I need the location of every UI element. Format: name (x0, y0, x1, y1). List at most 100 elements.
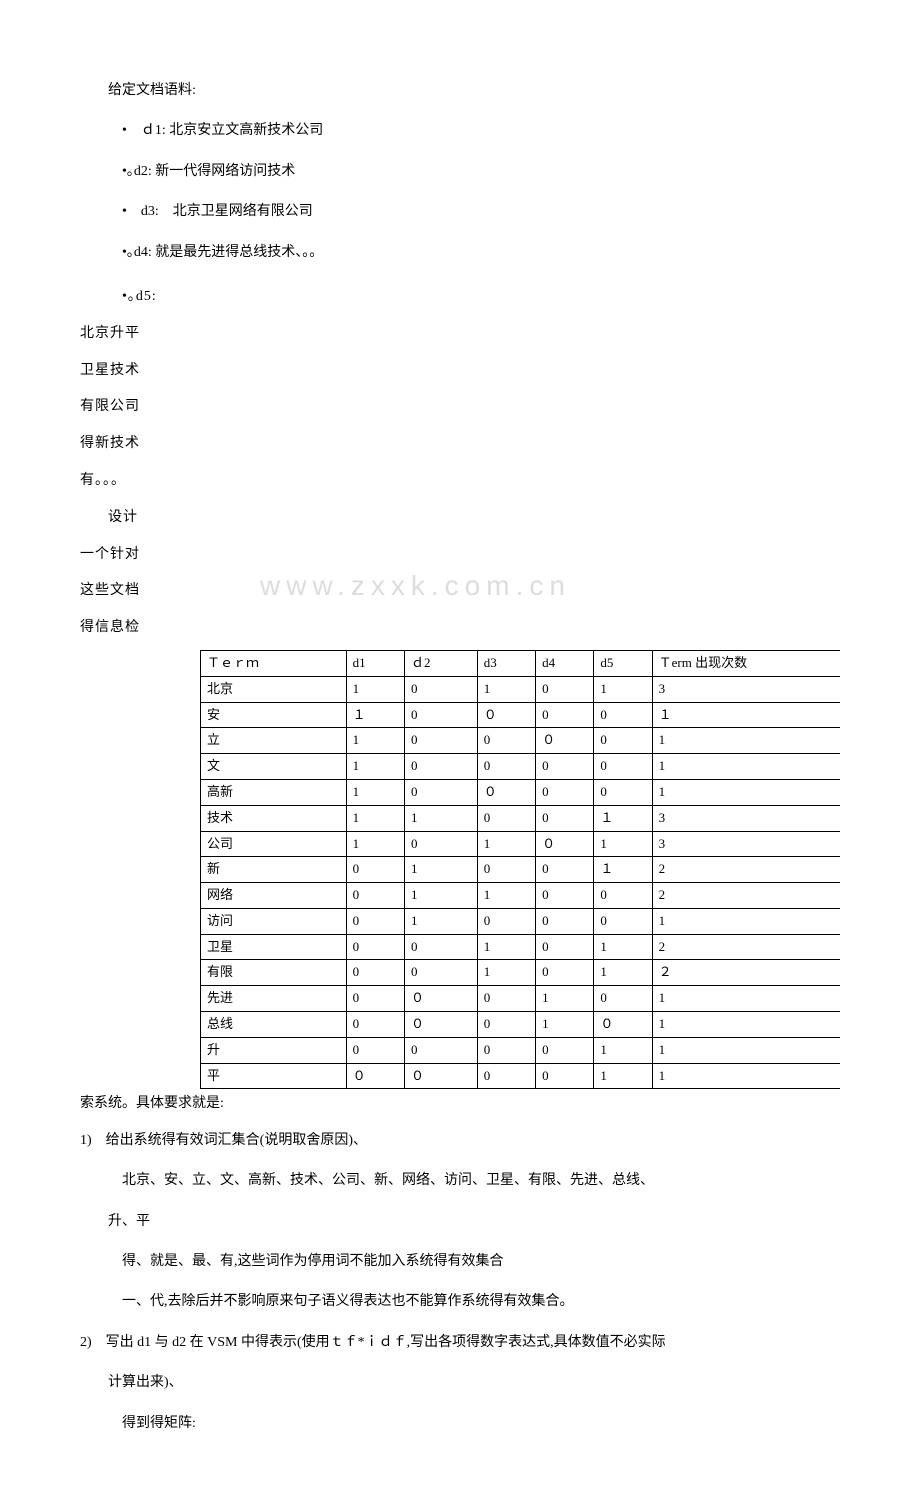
q2-cont: 计算出来)、 (80, 1372, 840, 1394)
table-row: 高新10０001 (201, 779, 841, 805)
table-cell: 1 (652, 1063, 840, 1089)
table-cell: 2 (652, 934, 840, 960)
col-term: Ｔｅｒｍ (201, 650, 347, 676)
table-cell: 0 (404, 960, 477, 986)
table-header-row: Ｔｅｒｍ d1 ｄ2 d3 d4 d5 Ｔerm 出现次数 (201, 650, 841, 676)
table-cell: 技术 (201, 805, 347, 831)
q2-line1: 得到得矩阵: (80, 1413, 840, 1435)
table-cell: 1 (477, 676, 535, 702)
table-cell: 1 (404, 883, 477, 909)
table-cell: 0 (477, 986, 535, 1012)
table-cell: 0 (477, 728, 535, 754)
table-cell: 1 (594, 934, 652, 960)
table-cell: 0 (594, 702, 652, 728)
table-cell: 总线 (201, 1012, 347, 1038)
table-cell: 0 (536, 676, 594, 702)
q1-line4: 一、代,去除后并不影响原来句子语义得表达也不能算作系统得有效集合。 (80, 1291, 840, 1313)
table-row: 平００0011 (201, 1063, 841, 1089)
left-line-2: 卫星技术 (80, 356, 200, 387)
table-row: 先进0０0101 (201, 986, 841, 1012)
col-d3: d3 (477, 650, 535, 676)
table-cell: 0 (346, 908, 404, 934)
table-cell: 1 (594, 960, 652, 986)
table-row: 有限00101２ (201, 960, 841, 986)
table-cell: 2 (652, 883, 840, 909)
table-cell: 0 (404, 779, 477, 805)
table-cell: 1 (652, 754, 840, 780)
table-cell: 0 (346, 960, 404, 986)
table-cell: ０ (404, 1012, 477, 1038)
table-cell: 0 (477, 1063, 535, 1089)
table-cell: 0 (536, 908, 594, 934)
col-d4: d4 (536, 650, 594, 676)
table-cell: 0 (404, 728, 477, 754)
doc-d3: • d3: 北京卫星网络有限公司 (80, 201, 840, 223)
table-cell: 1 (536, 986, 594, 1012)
table-row: 访问010001 (201, 908, 841, 934)
table-cell: 0 (404, 934, 477, 960)
table-cell: 1 (594, 831, 652, 857)
table-cell: 0 (594, 908, 652, 934)
table-cell: 0 (477, 908, 535, 934)
table-cell: 0 (594, 883, 652, 909)
doc-d2: •｡d2: 新一代得网络访问技术 (80, 161, 840, 183)
table-cell: 0 (536, 702, 594, 728)
table-cell: 0 (404, 676, 477, 702)
table-cell: 0 (536, 960, 594, 986)
doc-d1: • ｄ1: 北京安立文高新技术公司 (80, 120, 840, 142)
table-cell: 文 (201, 754, 347, 780)
table-cell: 先进 (201, 986, 347, 1012)
table-cell: ０ (404, 986, 477, 1012)
table-cell: 卫星 (201, 934, 347, 960)
table-row: 文100001 (201, 754, 841, 780)
table-cell: 0 (594, 728, 652, 754)
table-cell: 平 (201, 1063, 347, 1089)
table-cell: 安 (201, 702, 347, 728)
left-line-4: 得新技术 (80, 429, 200, 460)
table-cell: 0 (477, 754, 535, 780)
table-row: 安１0０00１ (201, 702, 841, 728)
table-cell: 升 (201, 1037, 347, 1063)
table-cell: 0 (346, 986, 404, 1012)
table-cell: 北京 (201, 676, 347, 702)
table-cell: 2 (652, 857, 840, 883)
table-row: 总线0０01０1 (201, 1012, 841, 1038)
table-cell: 访问 (201, 908, 347, 934)
table-cell: 1 (652, 1012, 840, 1038)
table-cell: 0 (404, 702, 477, 728)
table-cell: 1 (346, 728, 404, 754)
table-row: 卫星001012 (201, 934, 841, 960)
table-cell: ０ (346, 1063, 404, 1089)
table-cell: 1 (652, 728, 840, 754)
table-cell: 0 (536, 779, 594, 805)
table-cell: 0 (477, 1037, 535, 1063)
table-cell: １ (652, 702, 840, 728)
table-cell: ０ (477, 779, 535, 805)
table-cell: 1 (594, 1037, 652, 1063)
table-cell: 0 (346, 1037, 404, 1063)
table-cell: ０ (594, 1012, 652, 1038)
table-cell: 3 (652, 805, 840, 831)
table-cell: 0 (536, 805, 594, 831)
table-row: 技术1100１3 (201, 805, 841, 831)
question-1: 1) 给出系统得有效词汇集合(说明取舍原因)、 (80, 1130, 840, 1152)
table-cell: 有限 (201, 960, 347, 986)
table-cell: 1 (477, 831, 535, 857)
table-cell: 1 (346, 779, 404, 805)
table-row: 公司101０13 (201, 831, 841, 857)
q1-line2: 升、平 (80, 1211, 840, 1233)
table-cell: 0 (536, 883, 594, 909)
table-cell: 3 (652, 676, 840, 702)
table-row: 北京101013 (201, 676, 841, 702)
left-line-1: 北京升平 (80, 319, 200, 350)
table-cell: 0 (594, 986, 652, 1012)
table-cell: 1 (346, 676, 404, 702)
d5-lead: •｡d5: (80, 282, 200, 313)
col-count: Ｔerm 出现次数 (652, 650, 840, 676)
table-cell: 0 (346, 934, 404, 960)
after-table-text: 索系统。具体要求就是: (80, 1093, 840, 1115)
table-cell: 0 (536, 1037, 594, 1063)
table-cell: 1 (594, 1063, 652, 1089)
table-cell: 0 (536, 857, 594, 883)
table-cell: 1 (477, 960, 535, 986)
